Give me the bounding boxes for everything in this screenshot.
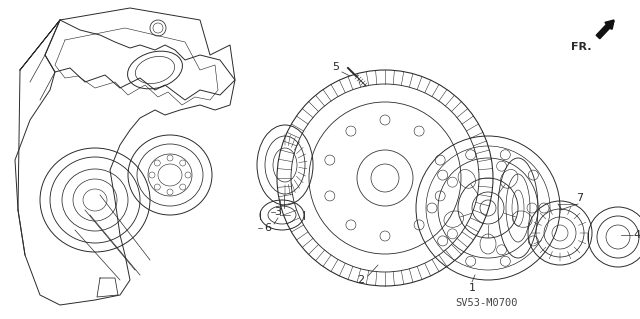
Text: 6: 6 xyxy=(264,223,271,233)
Text: 7: 7 xyxy=(577,193,584,203)
Text: 3: 3 xyxy=(275,207,282,217)
Text: FR.: FR. xyxy=(572,42,592,52)
Text: 2: 2 xyxy=(357,275,365,285)
FancyArrow shape xyxy=(596,20,614,39)
Text: 5: 5 xyxy=(333,62,339,72)
Text: 1: 1 xyxy=(468,283,476,293)
Text: 4: 4 xyxy=(634,230,640,240)
Text: SV53-M0700: SV53-M0700 xyxy=(455,298,518,308)
